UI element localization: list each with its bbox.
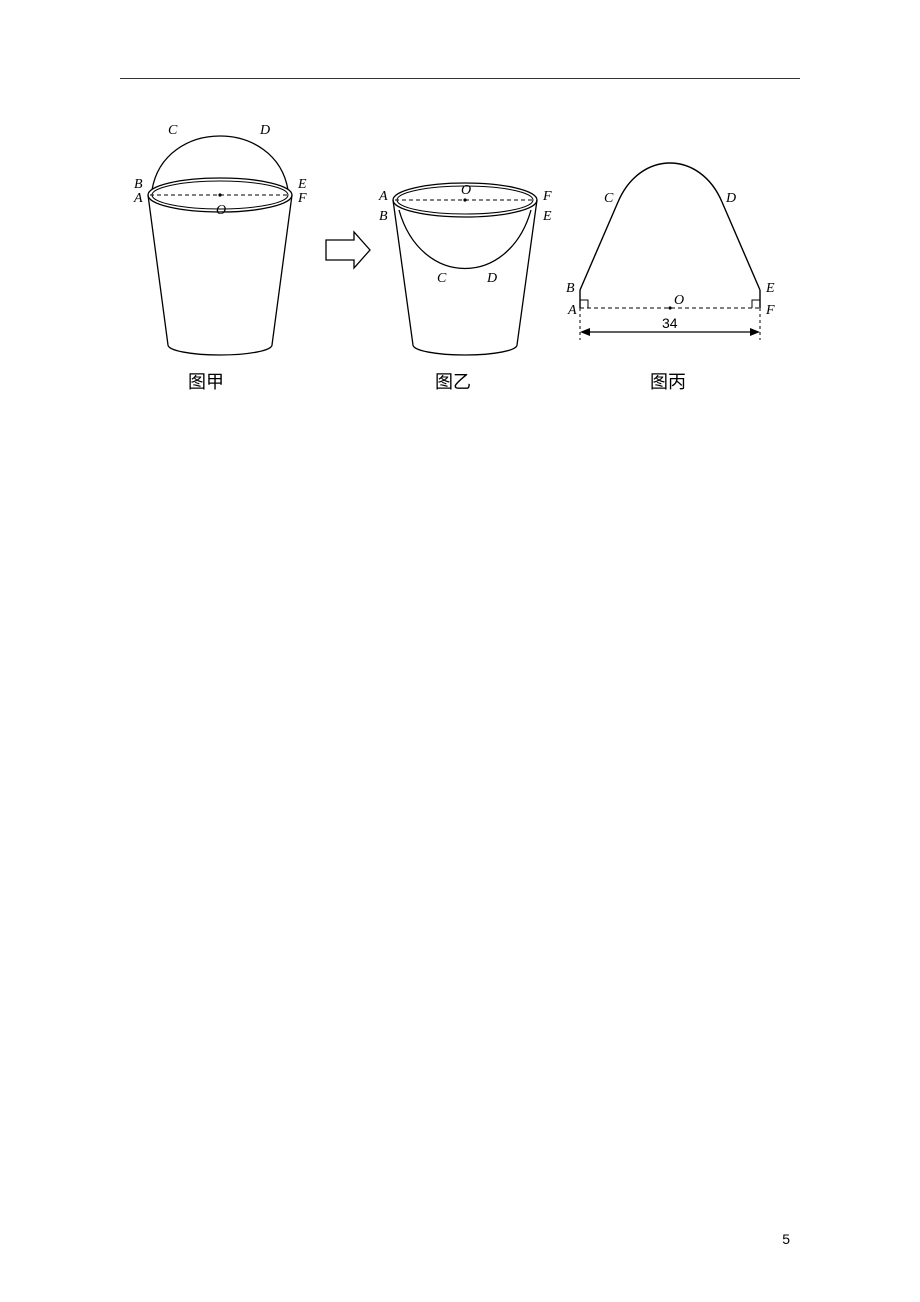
page-number: 5	[782, 1231, 790, 1247]
label-B: B	[566, 281, 575, 296]
label-F: F	[542, 189, 552, 204]
header-rule	[120, 78, 800, 79]
label-A: A	[378, 189, 388, 204]
label-O: O	[674, 293, 684, 308]
label-D: D	[259, 123, 270, 138]
caption-bing: 图丙	[650, 368, 686, 394]
label-E: E	[765, 281, 775, 296]
label-B: B	[379, 209, 388, 224]
label-O: O	[461, 183, 471, 198]
caption-yi: 图乙	[435, 368, 471, 394]
figure-yi: A B F E C D O	[365, 110, 565, 370]
label-A: A	[567, 303, 577, 318]
label-D: D	[486, 271, 497, 286]
caption-jia: 图甲	[188, 368, 224, 394]
label-A: A	[133, 191, 143, 206]
page: B A E F C D O A	[0, 0, 920, 1302]
figure-bing: 34 A B C D E F O	[560, 110, 790, 370]
label-F: F	[765, 303, 775, 318]
label-B: B	[134, 177, 143, 192]
dimension-value: 34	[662, 315, 678, 331]
label-E: E	[297, 177, 307, 192]
label-E: E	[542, 209, 552, 224]
figure-jia: B A E F C D O	[120, 110, 320, 370]
label-C: C	[437, 271, 447, 286]
label-C: C	[168, 123, 178, 138]
label-D: D	[725, 191, 736, 206]
label-C: C	[604, 191, 614, 206]
label-O: O	[216, 203, 226, 218]
label-F: F	[297, 191, 307, 206]
figure-area: B A E F C D O A	[120, 110, 780, 400]
